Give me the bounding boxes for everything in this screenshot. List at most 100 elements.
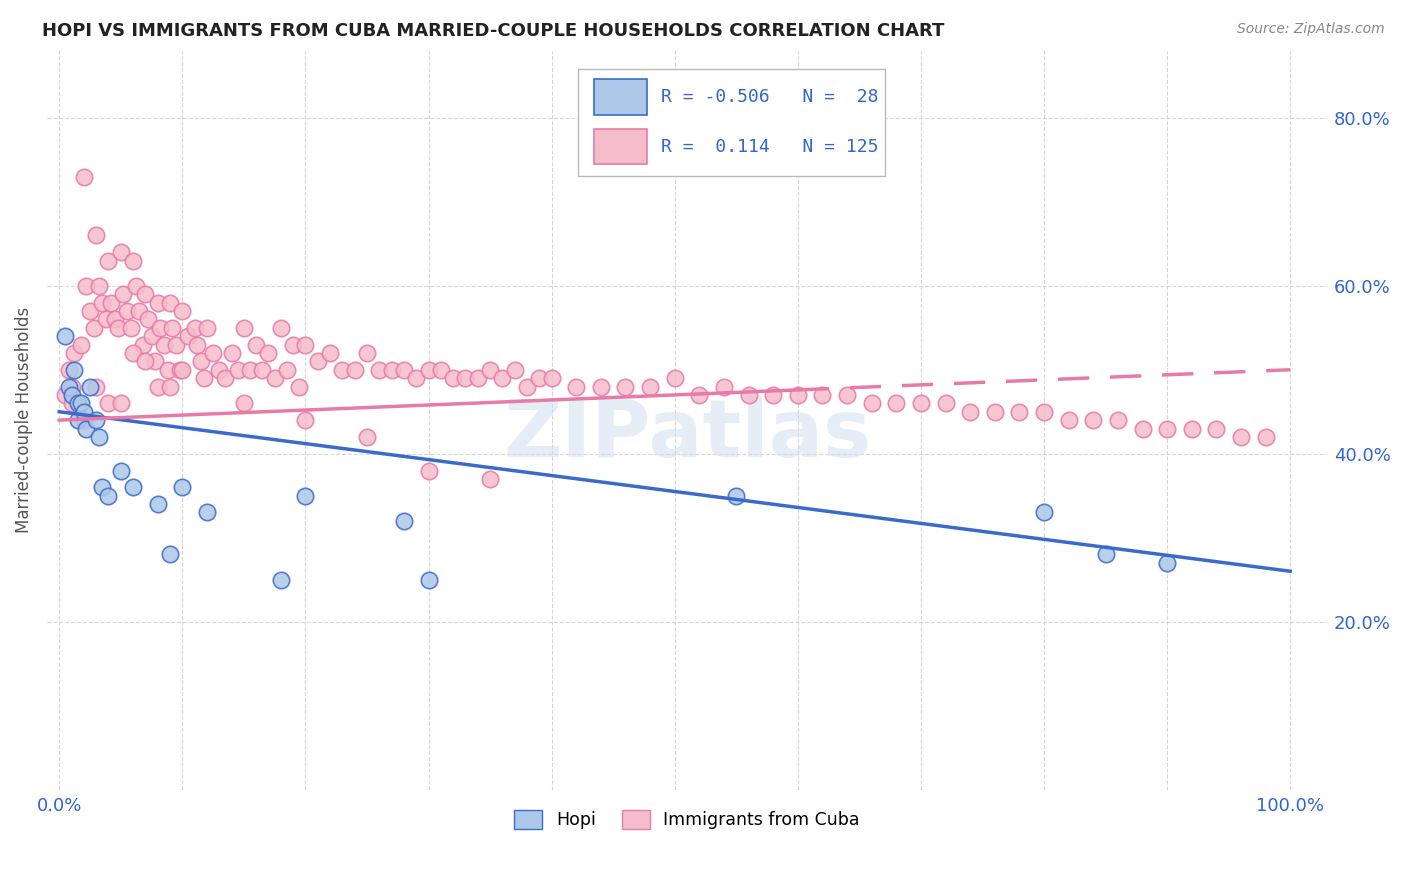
Point [984, 405, 1007, 419]
Point [811, 388, 834, 402]
Point [177, 329, 200, 343]
Point [381, 363, 404, 377]
Point [263, 371, 285, 385]
Point [110, 396, 132, 410]
Point [149, 320, 172, 334]
Point [60, 396, 83, 410]
Legend: Hopi, Immigrants from Cuba: Hopi, Immigrants from Cuba [508, 803, 868, 837]
Point [104, 312, 127, 326]
Point [1132, 421, 1154, 435]
Point [58, 379, 80, 393]
Point [97, 489, 120, 503]
Point [1156, 421, 1178, 435]
Point [66, 413, 89, 427]
Point [1033, 506, 1056, 520]
Point [368, 363, 391, 377]
Point [122, 480, 145, 494]
Point [392, 363, 415, 377]
Point [208, 363, 231, 377]
Point [75, 278, 97, 293]
Point [195, 320, 218, 334]
Point [307, 354, 329, 368]
Point [79, 379, 101, 393]
Point [713, 379, 735, 393]
Point [87, 278, 110, 293]
Point [143, 354, 166, 368]
Point [84, 413, 107, 427]
Point [190, 354, 212, 368]
Point [146, 295, 169, 310]
Point [356, 430, 378, 444]
Point [153, 337, 176, 351]
Point [1033, 405, 1056, 419]
Point [91, 480, 114, 494]
Point [418, 363, 440, 377]
Point [75, 421, 97, 435]
Point [91, 295, 114, 310]
Point [270, 320, 292, 334]
Point [66, 396, 89, 410]
Point [281, 337, 304, 351]
Y-axis label: Married-couple Households: Married-couple Households [15, 307, 32, 533]
Text: Source: ZipAtlas.com: Source: ZipAtlas.com [1237, 22, 1385, 37]
Point [589, 379, 612, 393]
FancyBboxPatch shape [578, 70, 886, 177]
Point [70, 396, 93, 410]
Point [835, 388, 858, 402]
Point [183, 320, 205, 334]
Point [172, 304, 194, 318]
Point [60, 388, 83, 402]
Point [257, 346, 280, 360]
Point [860, 396, 883, 410]
Text: ZIPatlas: ZIPatlas [503, 396, 872, 474]
Point [935, 396, 957, 410]
Point [165, 337, 187, 351]
Point [565, 379, 588, 393]
Point [294, 337, 316, 351]
Point [762, 388, 785, 402]
Point [193, 371, 215, 385]
Point [107, 320, 129, 334]
Point [120, 320, 142, 334]
Point [226, 363, 249, 377]
Point [146, 497, 169, 511]
Point [1094, 548, 1116, 562]
Point [100, 295, 122, 310]
Point [221, 346, 243, 360]
Point [479, 363, 502, 377]
Point [122, 346, 145, 360]
Point [441, 371, 464, 385]
Point [73, 413, 96, 427]
Point [688, 388, 710, 402]
Point [83, 320, 105, 334]
Point [491, 371, 513, 385]
Point [63, 363, 86, 377]
Point [97, 396, 120, 410]
FancyBboxPatch shape [593, 79, 647, 115]
Point [516, 379, 538, 393]
FancyBboxPatch shape [593, 129, 647, 164]
Point [63, 346, 86, 360]
Point [122, 253, 145, 268]
Point [70, 337, 93, 351]
Point [1181, 421, 1204, 435]
Point [1057, 413, 1080, 427]
Point [392, 514, 415, 528]
Point [53, 388, 76, 402]
Point [430, 363, 453, 377]
Point [288, 379, 311, 393]
Point [910, 396, 932, 410]
Point [159, 548, 181, 562]
Text: HOPI VS IMMIGRANTS FROM CUBA MARRIED-COUPLE HOUSEHOLDS CORRELATION CHART: HOPI VS IMMIGRANTS FROM CUBA MARRIED-COU… [42, 22, 945, 40]
Point [725, 489, 748, 503]
Point [1254, 430, 1277, 444]
Point [186, 337, 208, 351]
Point [319, 346, 342, 360]
Point [134, 354, 156, 368]
Point [252, 363, 274, 377]
Point [53, 329, 76, 343]
Point [540, 371, 562, 385]
Point [146, 379, 169, 393]
Point [58, 363, 80, 377]
Point [115, 304, 138, 318]
